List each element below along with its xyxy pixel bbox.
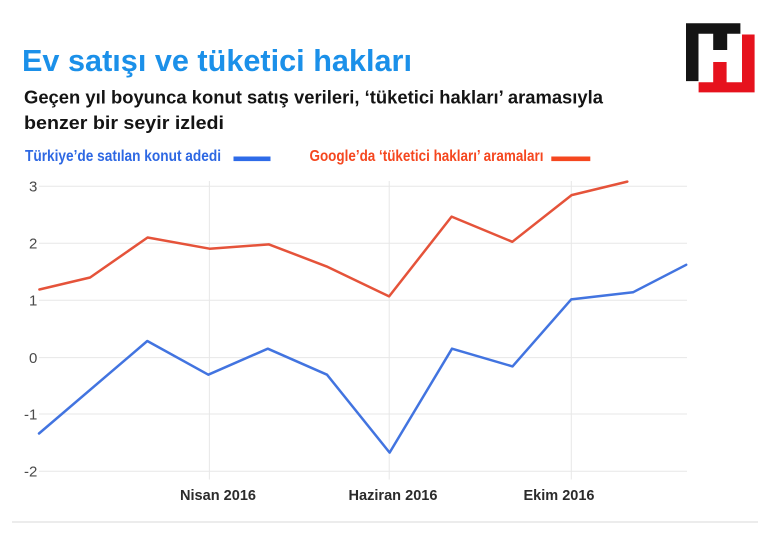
svg-text:-2: -2: [24, 464, 37, 481]
svg-text:2: 2: [29, 236, 37, 253]
svg-text:0: 0: [29, 350, 37, 367]
svg-text:-1: -1: [24, 406, 37, 423]
svg-text:benzer bir seyir izledi: benzer bir seyir izledi: [24, 113, 224, 133]
svg-text:Google’da ‘tüketici hakları’ a: Google’da ‘tüketici hakları’ aramaları: [310, 148, 544, 165]
svg-text:Ev satışı ve tüketici hakları: Ev satışı ve tüketici hakları: [22, 43, 412, 78]
svg-text:1: 1: [29, 293, 37, 310]
svg-text:Nisan 2016: Nisan 2016: [180, 487, 256, 504]
svg-text:Ekim 2016: Ekim 2016: [524, 487, 595, 504]
svg-text:3: 3: [29, 179, 37, 196]
svg-text:Haziran 2016: Haziran 2016: [349, 487, 438, 504]
svg-text:Türkiye’de satılan konut adedi: Türkiye’de satılan konut adedi: [25, 148, 221, 165]
svg-text:Geçen yıl boyunca konut satış: Geçen yıl boyunca konut satış verileri, …: [24, 88, 604, 108]
